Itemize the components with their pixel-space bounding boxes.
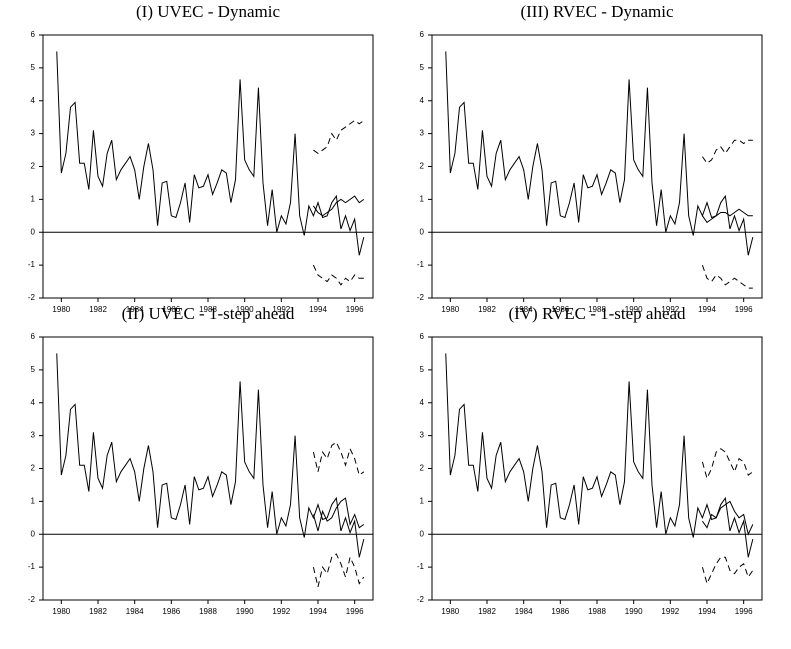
x-tick-label: 1996 (735, 305, 753, 314)
x-tick-label: 1980 (441, 305, 459, 314)
x-tick-label: 1994 (698, 607, 716, 616)
x-tick-label: 1994 (698, 305, 716, 314)
series-line (445, 353, 754, 558)
y-tick-label: 2 (420, 162, 425, 171)
x-tick-label: 1988 (588, 305, 606, 314)
y-tick-label: 3 (31, 431, 36, 440)
y-tick-label: 3 (31, 129, 36, 138)
y-tick-label: -1 (28, 260, 36, 269)
x-tick-label: 1984 (515, 305, 533, 314)
band-line (701, 264, 753, 289)
y-tick-label: 0 (31, 529, 36, 538)
x-tick-label: 1984 (126, 305, 144, 314)
y-tick-label: 1 (420, 194, 425, 203)
y-tick-label: 1 (31, 496, 36, 505)
chart-title: (II) UVEC - 1-step ahead (122, 304, 295, 323)
y-tick-label: 6 (31, 332, 36, 341)
x-tick-label: 1986 (551, 607, 569, 616)
x-tick-label: 1992 (272, 305, 290, 314)
series-line (313, 195, 365, 217)
band-line (702, 139, 753, 164)
band-line (312, 441, 365, 476)
x-tick-label: 1992 (661, 305, 679, 314)
x-tick-label: 1980 (52, 607, 70, 616)
y-tick-label: -1 (28, 562, 36, 571)
y-tick-label: -2 (28, 595, 36, 604)
x-tick-label: 1986 (162, 607, 180, 616)
y-tick-label: 0 (420, 227, 425, 236)
x-tick-label: 1988 (199, 305, 217, 314)
plot-frame (42, 34, 374, 299)
band-line (312, 264, 364, 286)
y-tick-label: -1 (417, 260, 425, 269)
x-tick-label: 1984 (515, 607, 533, 616)
series-line (445, 51, 754, 256)
x-tick-label: 1992 (272, 607, 290, 616)
y-tick-label: 5 (31, 63, 36, 72)
x-tick-label: 1988 (588, 607, 606, 616)
x-tick-label: 1996 (735, 607, 753, 616)
x-tick-label: 1988 (199, 607, 217, 616)
y-tick-label: -2 (417, 595, 425, 604)
x-tick-label: 1982 (89, 305, 107, 314)
x-tick-label: 1996 (346, 607, 364, 616)
y-tick-label: 2 (31, 464, 36, 473)
plot-frame (42, 336, 374, 601)
y-tick-label: -2 (28, 293, 36, 302)
band-line (701, 448, 754, 480)
band-line (313, 119, 365, 154)
y-tick-label: 3 (420, 431, 425, 440)
y-tick-label: -1 (417, 562, 425, 571)
series-line (312, 497, 365, 532)
series-line (702, 208, 753, 224)
y-tick-label: 4 (31, 96, 36, 105)
y-tick-label: 4 (31, 398, 36, 407)
y-tick-label: 5 (31, 365, 36, 374)
band-line (701, 556, 754, 586)
y-tick-label: -2 (417, 293, 425, 302)
x-tick-label: 1994 (309, 305, 327, 314)
x-tick-label: 1986 (162, 305, 180, 314)
plot-frame (431, 336, 763, 601)
x-tick-label: 1990 (625, 305, 643, 314)
x-tick-label: 1996 (346, 305, 364, 314)
y-tick-label: 6 (420, 332, 425, 341)
y-tick-label: 4 (420, 96, 425, 105)
chart-title: (IV) RVEC - 1-step ahead (508, 304, 686, 323)
x-tick-label: 1990 (625, 607, 643, 616)
x-tick-label: 1982 (478, 607, 496, 616)
x-tick-label: 1992 (661, 607, 679, 616)
y-tick-label: 4 (420, 398, 425, 407)
x-tick-label: 1980 (441, 607, 459, 616)
y-tick-label: 5 (420, 365, 425, 374)
plot-frame (431, 34, 763, 299)
x-tick-label: 1980 (52, 305, 70, 314)
x-tick-label: 1990 (236, 305, 254, 314)
y-tick-label: 1 (420, 496, 425, 505)
y-tick-label: 0 (31, 227, 36, 236)
y-tick-label: 0 (420, 529, 425, 538)
x-tick-label: 1990 (236, 607, 254, 616)
series-line (56, 353, 365, 558)
y-tick-label: 5 (420, 63, 425, 72)
x-tick-label: 1982 (89, 607, 107, 616)
series-line (56, 51, 365, 256)
x-tick-label: 1994 (309, 607, 327, 616)
y-tick-label: 2 (31, 162, 36, 171)
y-tick-label: 6 (420, 30, 425, 39)
chart-title: (III) RVEC - Dynamic (520, 2, 673, 21)
chart-title: (I) UVEC - Dynamic (136, 2, 280, 21)
y-tick-label: 2 (420, 464, 425, 473)
y-tick-label: 6 (31, 30, 36, 39)
x-tick-label: 1986 (551, 305, 569, 314)
y-tick-label: 3 (420, 129, 425, 138)
x-tick-label: 1984 (126, 607, 144, 616)
y-tick-label: 1 (31, 194, 36, 203)
x-tick-label: 1982 (478, 305, 496, 314)
band-line (312, 553, 365, 587)
series-line (702, 500, 754, 536)
